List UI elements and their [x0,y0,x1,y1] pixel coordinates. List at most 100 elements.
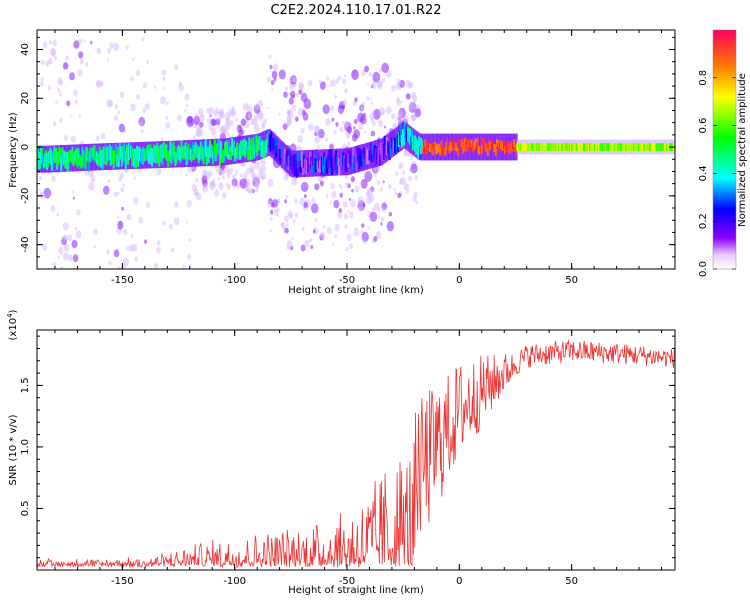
spectrogram-scatter-point [396,79,402,86]
spectrogram-scatter-point [191,183,197,192]
spectrogram-scatter-point [124,168,129,174]
snr-multiplier-label: (x104) [6,309,19,340]
spectrogram-scatter-point [232,182,236,186]
spectrogram-ridge-cell [535,143,538,151]
spectrogram-ridge-cell [201,147,204,162]
spectrogram-scatter-point [226,183,232,191]
spectrogram-scatter-point [116,266,122,269]
spectrogram-scatter-point [331,190,337,199]
spectrogram-ridge-cell [479,147,482,156]
spectrogram-ridge-cell [496,139,498,147]
spectrogram-scatter-point [342,105,345,110]
spectrogram-scatter-point [132,57,135,61]
spectrogram-scatter-point [140,128,144,134]
spectrogram-ridge-cell [170,146,173,165]
spectrogram-scatter-point [130,76,134,82]
spectrogram-scatter-point [221,192,227,199]
spectrogram-scatter-point [286,117,293,126]
spectrogram-scatter-point [267,179,274,187]
spectrogram-ridge-cell [59,148,62,164]
spectrogram-ridge-cell [172,141,175,157]
spectrogram-scatter-point [411,114,417,122]
spectrogram-scatter-point [73,89,78,96]
spectrogram-ridge-cell [343,155,346,171]
spectrogram-ridge-cell [75,147,78,164]
spectrogram-scatter-point [373,166,377,172]
spectrogram-ridge-cell [251,146,254,160]
spectrogram-scatter-point [260,160,263,164]
spectrogram-ridge-cell [50,149,52,165]
spectrogram-ridge-cell [391,134,394,152]
spectrogram-scatter-point [385,106,392,115]
spectrogram-ridge-cell [430,145,433,153]
spectrogram-ridge-cell [208,140,211,157]
spectrogram-ridge-cell [630,143,633,151]
spectrogram-ridge-cell [307,151,310,167]
spectrogram-ridge-cell [520,143,523,151]
spectrogram-ridge-cell [168,150,171,162]
spectrogram-scatter-point [314,183,320,191]
spectrogram-scatter-point [95,135,100,142]
spectrogram-ridge-cell [246,145,249,157]
spectrogram-ridge-cell [228,139,230,155]
spectrogram-ridge-cell [209,144,212,158]
spectrogram-scatter-point [412,196,417,202]
spectrogram-ridge-cell [659,143,662,151]
spectrogram-ridge-cell [194,142,197,154]
spectrogram-ridge-cell [652,143,655,151]
spectrogram-scatter-point [318,79,322,84]
spectrogram-scatter-point [87,171,90,175]
spectrogram-ridge-cell [314,158,316,173]
spectrogram-ridge-cell [593,143,595,151]
spectrogram-ridge-cell [437,144,440,153]
spectrogram-scatter-point [334,234,338,239]
spectrogram-scatter-point [314,218,318,223]
spectrogram-ridge-cell [366,150,369,165]
spectrogram-ridge-cell [154,146,157,163]
spectrogram-x-axis-label: Height of straight line (km) [288,285,424,296]
spectrogram-ridge-cell [285,149,288,164]
spectrogram-ridge-cell [444,147,447,156]
spectrogram-ridge-cell [638,143,641,151]
spectrogram-ridge-cell [236,142,239,159]
spectrogram-ridge-cell [303,159,306,174]
spectrogram-ridge-cell [405,125,407,139]
spectrogram-scatter-point [317,145,320,150]
spectrogram-scatter-point [345,247,349,252]
spectrogram-scatter-point [106,58,109,62]
spectrogram-ridge-cell [642,143,645,151]
spectrogram-ridge-cell [504,146,506,154]
spectrogram-scatter-point [354,97,358,103]
spectrogram-scatter-point [209,114,212,118]
spectrogram-ridge-cell [363,147,366,159]
spectrogram-ridge-cell [287,155,290,171]
spectrogram-ridge-cell [94,147,97,162]
spectrogram-ridge-cell [450,143,453,152]
spectrogram-ridge-cell [525,143,528,151]
spectrogram-ridge-cell [58,147,61,161]
spectrogram-ridge-cell [128,143,130,161]
spectrogram-ridge-cell [70,149,73,162]
spectrogram-ridge-cell [582,143,585,151]
spectrogram-scatter-point [381,111,385,116]
spectrogram-ridge-cell [494,148,497,157]
spectrogram-scatter-point [307,79,313,87]
spectrogram-scatter-point [226,172,231,179]
spectrogram-scatter-point [186,199,192,208]
spectrogram-ridge-cell [576,143,579,151]
spectrogram-ridge-cell [133,152,135,168]
spectrogram-scatter-point [38,176,43,181]
spectrogram-scatter-point [71,190,74,194]
spectrogram-scatter-point [343,74,347,78]
spectrogram-ridge-cell [629,143,632,151]
spectrogram-scatter-point [103,185,110,195]
spectrogram-scatter-point [222,175,225,180]
snr-x-axis-label: Height of straight line (km) [288,585,424,596]
spectrogram-ridge-cell [244,140,247,158]
spectrogram-ridge-cell [65,151,68,170]
spectrogram-ridge-cell [345,154,348,172]
spectrogram-scatter-point [57,256,60,260]
spectrogram-scatter-point [337,75,342,81]
spectrogram-scatter-point [357,112,365,123]
spectrogram-scatter-point [209,182,216,191]
